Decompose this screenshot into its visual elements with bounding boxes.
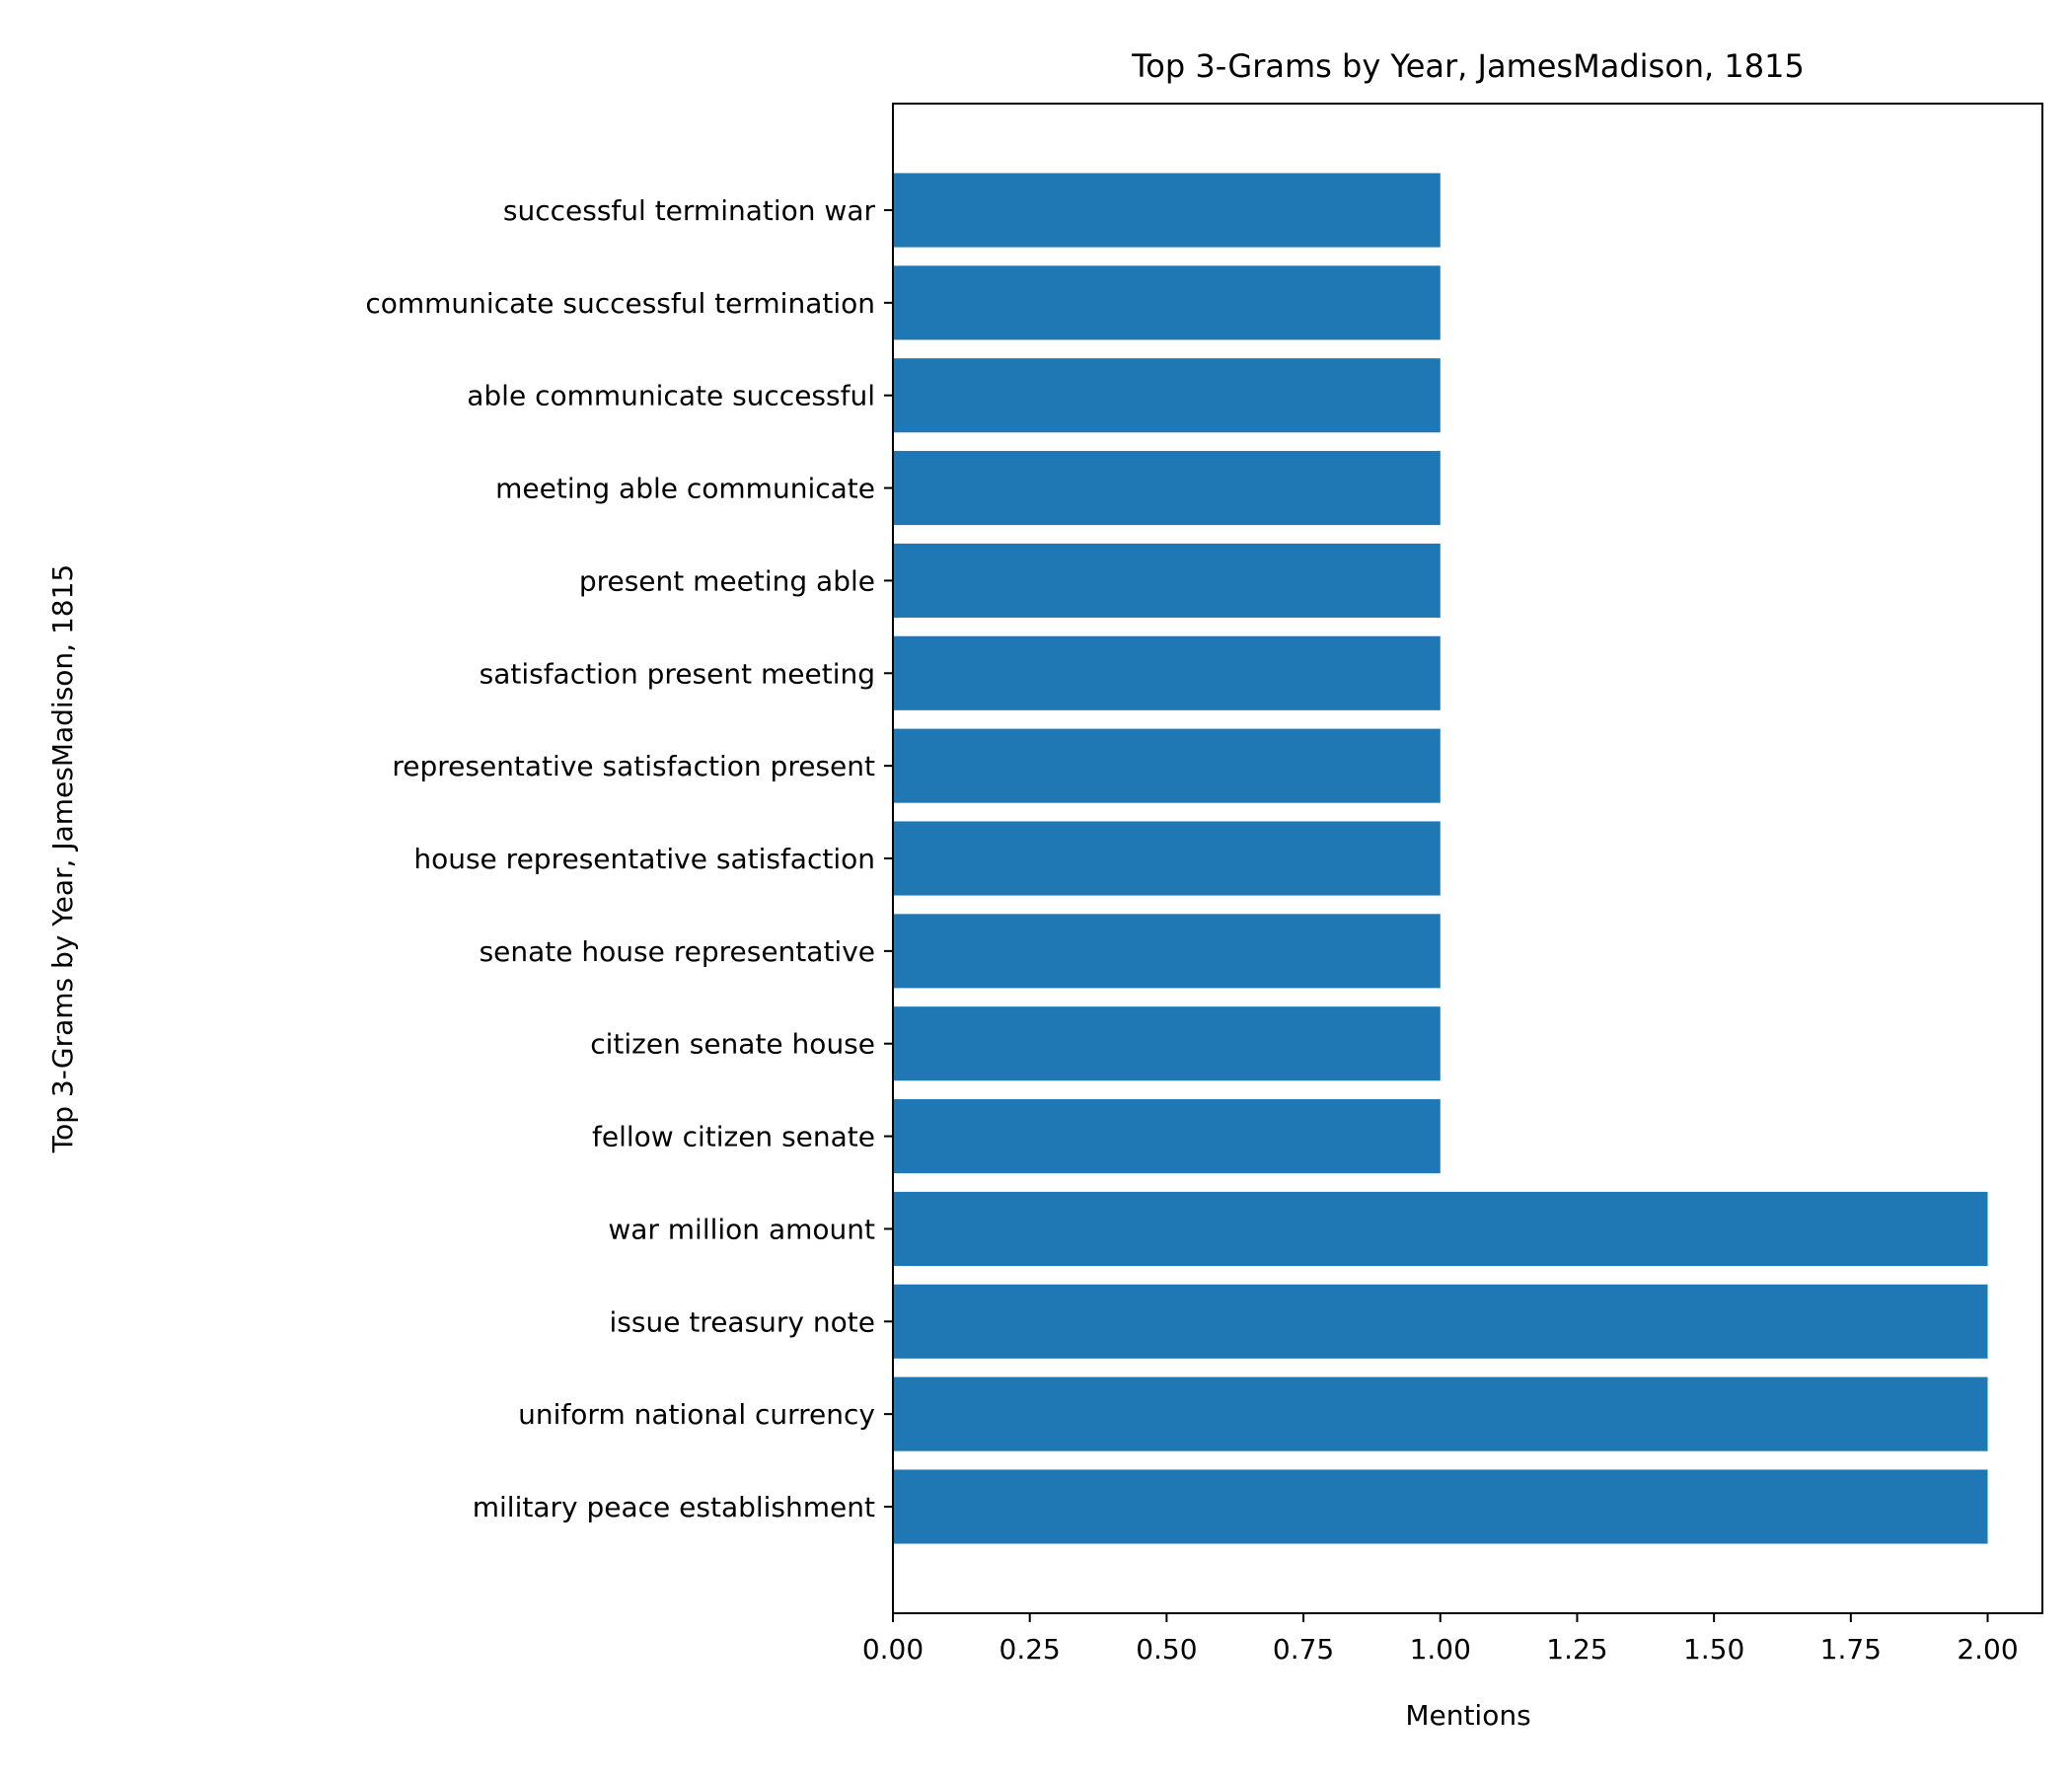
bars-layer xyxy=(893,173,1988,1544)
bar xyxy=(893,635,1441,710)
x-tick-label: 1.00 xyxy=(1410,1633,1471,1666)
x-tick-label: 0.50 xyxy=(1136,1633,1197,1666)
bar xyxy=(893,543,1441,618)
y-tick-label: issue treasury note xyxy=(610,1305,876,1338)
y-tick-label: uniform national currency xyxy=(518,1398,875,1431)
y-tick-label: successful termination war xyxy=(503,194,876,227)
x-tick-label: 1.50 xyxy=(1683,1633,1744,1666)
x-tick-label: 0.25 xyxy=(999,1633,1061,1666)
x-tick-label: 1.75 xyxy=(1820,1633,1882,1666)
x-axis-label: Mentions xyxy=(1405,1699,1530,1732)
y-tick-label: military peace establishment xyxy=(473,1491,875,1523)
y-tick-label: satisfaction present meeting xyxy=(480,657,875,690)
x-tick-label: 0.75 xyxy=(1273,1633,1334,1666)
x-tick-label: 2.00 xyxy=(1957,1633,2018,1666)
plot-frame xyxy=(892,103,2043,1614)
y-tick-label: communicate successful termination xyxy=(365,287,875,320)
chart-title: Top 3-Grams by Year, JamesMadison, 1815 xyxy=(1131,47,1805,85)
bar xyxy=(893,1376,1988,1451)
y-tick-label: war million amount xyxy=(608,1213,875,1245)
bar xyxy=(893,173,1441,248)
x-tick-label: 0.00 xyxy=(862,1633,924,1666)
bar xyxy=(893,451,1441,526)
y-tick-label: able communicate successful xyxy=(467,380,875,412)
bar xyxy=(893,1469,1988,1544)
y-tick-label: representative satisfaction present xyxy=(392,750,875,782)
y-axis-label: Top 3-Grams by Year, JamesMadison, 1815 xyxy=(46,564,79,1153)
bar xyxy=(893,1099,1441,1174)
x-ticks: 0.00 0.25 0.50 0.75 1.00 1.25 1.50 1.75 2.00 xyxy=(862,1613,2019,1666)
y-tick-label: senate house representative xyxy=(480,935,875,968)
y-tick-label: meeting able communicate xyxy=(495,473,875,505)
y-tick-label: fellow citizen senate xyxy=(592,1121,875,1153)
bar xyxy=(893,821,1441,896)
bar xyxy=(893,914,1441,989)
y-tick-label: house representative satisfaction xyxy=(413,843,875,875)
bar xyxy=(893,265,1441,340)
x-tick-label: 1.25 xyxy=(1546,1633,1607,1666)
bar xyxy=(893,1284,1988,1359)
bar xyxy=(893,1006,1441,1081)
bar xyxy=(893,728,1441,803)
y-ticks: military peace establishment uniform nati… xyxy=(365,194,893,1523)
bar xyxy=(893,1191,1988,1266)
bar xyxy=(893,358,1441,433)
y-tick-label: citizen senate house xyxy=(590,1028,875,1061)
y-tick-label: present meeting able xyxy=(579,564,875,597)
